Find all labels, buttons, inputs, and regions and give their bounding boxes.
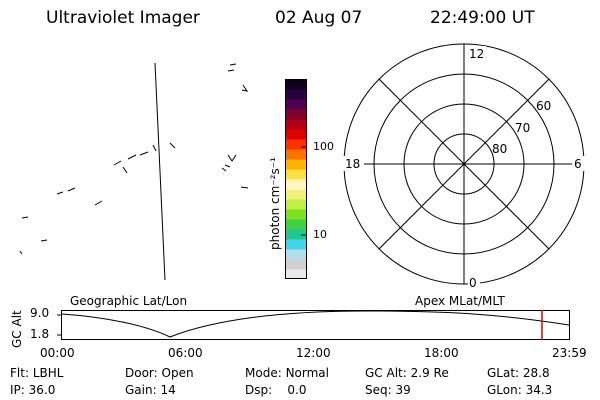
colorbar-cell [285, 79, 307, 90]
colorbar-cell [285, 249, 307, 260]
polar-plot: 12 18 6 0 60 70 80 [342, 43, 586, 290]
ip-info: IP: 36.0 [10, 383, 56, 397]
colorbar-cell [285, 139, 307, 150]
altitude-timeline [57, 310, 570, 340]
colorbar-cell [285, 219, 307, 230]
colorbar-cell [285, 269, 307, 279]
colorbar-cell [285, 259, 307, 270]
colorbar-cell [285, 209, 307, 220]
colorbar-cell [285, 179, 307, 190]
lat-label-60: 60 [536, 99, 551, 113]
mlt-label-right: 6 [574, 157, 582, 171]
colorbar-cell [285, 89, 307, 100]
date-label: 02 Aug 07 [275, 8, 363, 28]
colorbar-cell [285, 229, 307, 240]
colorbar-cell [285, 239, 307, 250]
xtick-1800: 18:00 [424, 346, 459, 360]
flt-info: Flt: LBHL [10, 366, 64, 380]
mlt-label-left: 18 [345, 157, 360, 171]
xtick-1200: 12:00 [296, 346, 331, 360]
geographic-map [19, 62, 249, 281]
colorbar-cell [285, 189, 307, 200]
xtick-0600: 06:00 [168, 346, 203, 360]
colorbar [285, 79, 307, 279]
glon-info: GLon: 34.3 [487, 383, 553, 397]
colorbar-cell [285, 129, 307, 140]
colorbar-tick-10: 10 [313, 228, 327, 241]
ytick-1-8: 1.8 [30, 327, 50, 341]
apex-label: Apex MLat/MLT [415, 294, 505, 308]
xtick-2359: 23:59 [552, 346, 587, 360]
glat-info: GLat: 28.8 [487, 366, 550, 380]
mlt-label-bottom: 0 [469, 276, 477, 290]
colorbar-cell [285, 149, 307, 160]
door-info: Door: Open [125, 366, 194, 380]
geographic-label: Geographic Lat/Lon [70, 294, 188, 308]
timeline-frame [61, 310, 570, 340]
seq-info: Seq: 39 [365, 383, 411, 397]
ytick-9: 9.0 [30, 306, 50, 320]
gc-alt-axis-label: GC Alt [10, 310, 24, 348]
lat-label-70: 70 [515, 121, 530, 135]
altitude-curve [61, 310, 570, 338]
xtick-0000: 00:00 [40, 346, 75, 360]
colorbar-cell [285, 159, 307, 170]
mlt-diag-2 [378, 78, 550, 250]
instrument-title: Ultraviolet Imager [46, 8, 200, 28]
colorbar-cell [285, 99, 307, 110]
colorbar-tick-100: 100 [313, 140, 334, 153]
mlt-label-top: 12 [469, 47, 484, 61]
coastline-fragments [19, 63, 249, 255]
gain-info: Gain: 14 [125, 383, 176, 397]
meridian-line [154, 62, 166, 281]
dsp-info: Dsp: 0.0 [245, 383, 307, 397]
colorbar-unit-label: photon cm⁻²s⁻¹ [268, 157, 282, 250]
lat-label-80: 80 [492, 142, 507, 156]
time-label: 22:49:00 UT [430, 8, 535, 28]
colorbar-cell [285, 119, 307, 130]
colorbar-cell [285, 169, 307, 180]
mode-info: Mode: Normal [245, 366, 329, 380]
gc-alt-info: GC Alt: 2.9 Re [365, 366, 449, 380]
colorbar-cell [285, 199, 307, 210]
colorbar-cell [285, 109, 307, 120]
